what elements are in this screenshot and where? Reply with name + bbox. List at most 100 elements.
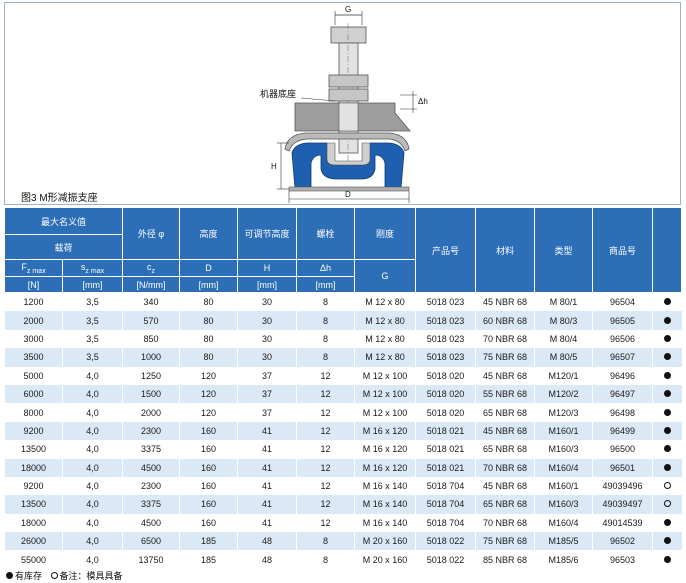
height-cell: 37	[237, 403, 297, 422]
load-cell: 6000	[4, 384, 63, 404]
adjust-cell: 12	[296, 458, 355, 477]
load-cell: 9200	[4, 476, 63, 496]
type-cell: M 80/4	[534, 329, 593, 349]
material-cell: 65 NBR 68	[475, 495, 535, 514]
header-max-nominal: 最大名义值	[3, 207, 124, 235]
height-cell: 30	[237, 329, 297, 349]
diameter-cell: 120	[179, 384, 238, 404]
product-no-cell: 5018 021	[415, 440, 476, 459]
item-no-cell: 96503	[592, 550, 653, 569]
header-fz: Fz max	[4, 259, 63, 277]
label-h: H	[271, 162, 277, 171]
header-unit-mm: [mm]	[61, 276, 124, 293]
bolt-cell: M 16 x 120	[354, 440, 416, 459]
label-g: G	[345, 5, 351, 14]
material-cell: 65 NBR 68	[475, 403, 535, 422]
in-stock-dot-icon	[663, 298, 671, 306]
stock-cell	[652, 366, 682, 385]
table-row: 55000 4,0 13750 185 48 8 M 20 x 160 5018 022 85 …	[4, 550, 682, 569]
material-cell: 60 NBR 68	[475, 311, 535, 330]
type-cell: M160/1	[534, 421, 593, 441]
diameter-cell: 160	[179, 476, 238, 496]
type-cell: M160/3	[534, 440, 593, 459]
material-cell: 70 NBR 68	[475, 513, 535, 533]
item-no-cell: 49014539	[592, 513, 653, 533]
table-row: 1200 3,5 340 80 30 8 M 12 x 80 5018 023 45 NBR 6…	[4, 292, 682, 312]
table-row: 13500 4,0 3375 160 41 12 M 16 x 120 5018 021 65 …	[4, 440, 682, 459]
stiffness-cell: 6500	[122, 532, 180, 551]
item-no-cell: 96502	[592, 532, 653, 551]
deflection-cell: 3,5	[61, 292, 123, 312]
material-cell: 45 NBR 68	[475, 476, 535, 496]
material-cell: 70 NBR 68	[475, 329, 535, 349]
header-type: 类型	[534, 207, 594, 293]
height-cell: 30	[237, 348, 297, 367]
bolt-cell: M 12 x 80	[354, 348, 416, 367]
stock-cell	[652, 421, 682, 441]
deflection-cell: 3,5	[61, 329, 123, 349]
material-cell: 75 NBR 68	[475, 348, 535, 367]
stock-cell	[652, 311, 682, 330]
stock-cell	[652, 458, 682, 477]
product-no-cell: 5018 023	[415, 329, 476, 349]
stiffness-cell: 2000	[122, 403, 180, 422]
product-no-cell: 5018 023	[415, 348, 476, 367]
deflection-cell: 4,0	[61, 440, 123, 459]
label-d: D	[345, 190, 351, 199]
height-cell: 48	[237, 532, 297, 551]
spec-table: 最大名义值 外径 φ 高度 可调节高度 螺栓 刚度 产品号 材料 类型 商品号 …	[3, 207, 683, 569]
type-cell: M185/5	[534, 532, 593, 551]
item-no-cell: 96500	[592, 440, 653, 459]
deflection-cell: 4,0	[61, 403, 123, 422]
deflection-cell: 4,0	[61, 421, 123, 441]
item-no-cell: 96506	[592, 329, 653, 349]
bolt-cell: M 20 x 160	[354, 550, 416, 569]
diameter-cell: 185	[179, 532, 238, 551]
header-unit-mm: [mm]	[179, 276, 239, 293]
product-no-cell: 5018 704	[415, 513, 476, 533]
product-no-cell: 5018 022	[415, 550, 476, 569]
load-cell: 55000	[4, 550, 63, 569]
table-row: 18000 4,0 4500 160 41 12 M 16 x 120 5018 021 70 …	[4, 458, 682, 477]
load-cell: 9200	[4, 421, 63, 441]
header-dh: Δh	[296, 259, 356, 277]
product-no-cell: 5018 020	[415, 384, 476, 404]
product-no-cell: 5018 020	[415, 403, 476, 422]
header-unit-nmm: [N/mm]	[122, 276, 181, 293]
load-cell: 5000	[4, 366, 63, 385]
diameter-cell: 160	[179, 421, 238, 441]
stiffness-cell: 4500	[122, 513, 180, 533]
note-circle-icon	[50, 572, 58, 579]
in-stock-dot-icon	[663, 463, 671, 471]
load-cell: 1200	[4, 292, 63, 312]
stiffness-cell: 1500	[122, 384, 180, 404]
table-row: 8000 4,0 2000 120 37 12 M 12 x 100 5018 020 65 N…	[4, 403, 682, 422]
height-cell: 41	[237, 495, 297, 514]
bolt-cell: M 12 x 100	[354, 366, 416, 385]
load-cell: 2000	[4, 311, 63, 330]
product-no-cell: 5018 022	[415, 532, 476, 551]
table-row: 13500 4,0 3375 160 41 12 M 16 x 140 5018 704 65 …	[4, 495, 682, 514]
note-circle-icon	[663, 482, 671, 490]
stock-cell	[652, 384, 682, 404]
table-row: 2000 3,5 570 80 30 8 M 12 x 80 5018 023 60 NBR 6…	[4, 311, 682, 330]
deflection-cell: 3,5	[61, 348, 123, 367]
load-cell: 13500	[4, 495, 63, 514]
diameter-cell: 120	[179, 366, 238, 385]
bolt-cell: M 12 x 100	[354, 403, 416, 422]
item-no-cell: 96497	[592, 384, 653, 404]
header-unit-n: [N]	[4, 276, 63, 293]
type-cell: M 80/1	[534, 292, 593, 312]
material-cell: 75 NBR 68	[475, 532, 535, 551]
in-stock-dot-icon	[6, 572, 13, 579]
in-stock-dot-icon	[663, 353, 671, 361]
diameter-cell: 80	[179, 311, 238, 330]
in-stock-dot-icon	[663, 408, 671, 416]
stock-cell	[652, 513, 682, 533]
item-no-cell: 96505	[592, 311, 653, 330]
deflection-cell: 4,0	[61, 550, 123, 569]
item-no-cell: 96504	[592, 292, 653, 312]
spec-table-body: 1200 3,5 340 80 30 8 M 12 x 80 5018 023 45 NBR 6…	[4, 292, 682, 569]
height-cell: 30	[237, 311, 297, 330]
item-no-cell: 96496	[592, 366, 653, 385]
